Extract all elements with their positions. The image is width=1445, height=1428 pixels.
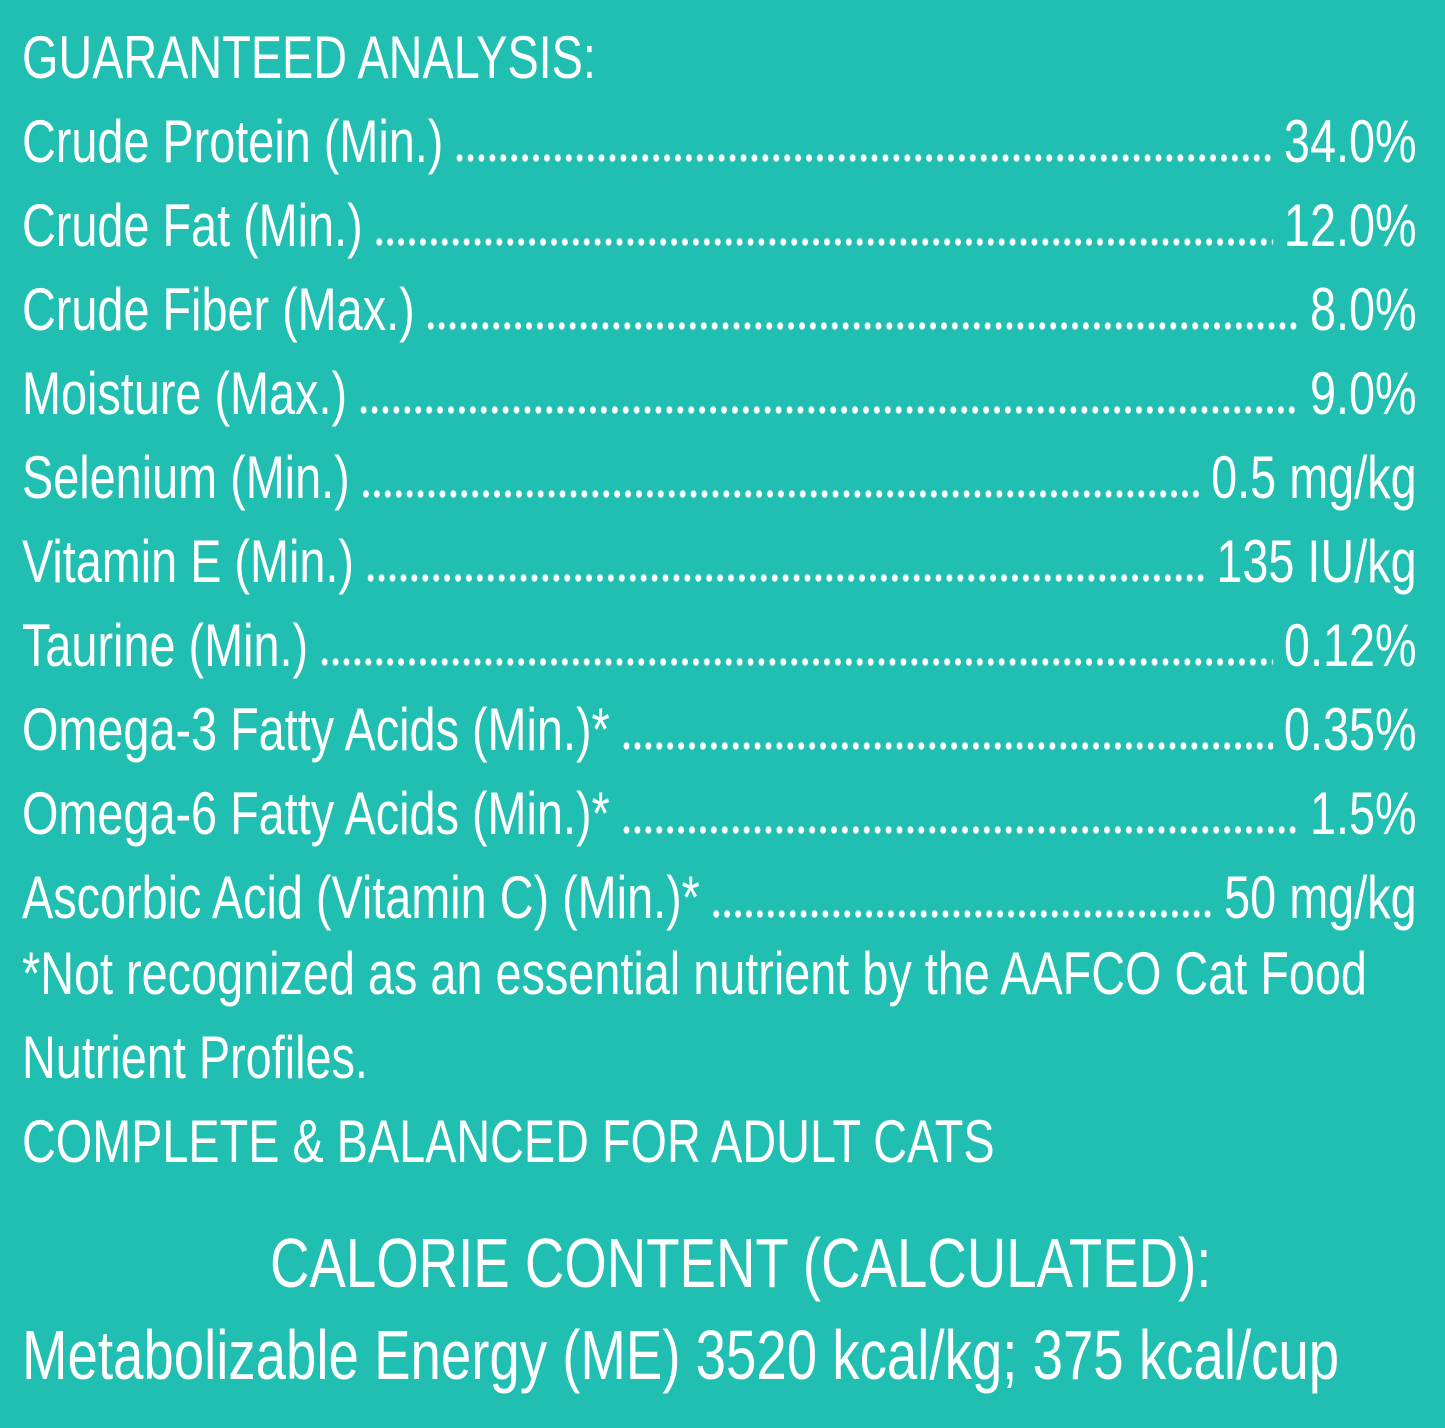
nutrient-label: Omega-3 Fatty Acids (Min.)*: [22, 696, 610, 763]
nutrient-value: 50 mg/kg: [1224, 864, 1417, 931]
nutrient-label: Vitamin E (Min.): [22, 528, 355, 595]
nutrient-value: 8.0%: [1309, 276, 1417, 343]
analysis-row: Crude Fat (Min.) 12.0%: [22, 184, 1417, 268]
nutrient-label: Crude Protein (Min.): [22, 108, 444, 175]
analysis-row: Taurine (Min.) 0.12%: [22, 604, 1417, 688]
nutrient-value: 1.5%: [1309, 780, 1417, 847]
nutrient-value: 0.12%: [1283, 612, 1417, 679]
dot-leader: [357, 406, 1300, 414]
statement: COMPLETE & BALANCED FOR ADULT CATS: [22, 1108, 995, 1175]
analysis-row: Vitamin E (Min.) 135 IU/kg: [22, 520, 1417, 604]
analysis-row: Omega-6 Fatty Acids (Min.)* 1.5%: [22, 772, 1417, 856]
nutrient-label: Crude Fiber (Max.): [22, 276, 415, 343]
nutrient-value: 34.0%: [1283, 108, 1417, 175]
dot-leader: [425, 322, 1300, 330]
nutrient-label: Crude Fat (Min.): [22, 192, 363, 259]
title: GUARANTEED ANALYSIS:: [22, 24, 596, 91]
nutrient-label: Selenium (Min.): [22, 444, 350, 511]
analysis-row: Crude Protein (Min.) 34.0%: [22, 100, 1417, 184]
nutrient-label: Omega-6 Fatty Acids (Min.)*: [22, 780, 610, 847]
nutrient-value: 0.5 mg/kg: [1211, 444, 1417, 511]
dot-leader: [454, 154, 1274, 162]
analysis-row: Selenium (Min.) 0.5 mg/kg: [22, 436, 1417, 520]
analysis-row: Ascorbic Acid (Vitamin C) (Min.)* 50 mg/k…: [22, 856, 1417, 940]
dot-leader: [364, 574, 1206, 582]
dot-leader: [373, 238, 1274, 246]
footnote: *Not recognized as an essential nutrient…: [22, 940, 1367, 1091]
calorie-title: CALORIE CONTENT (CALCULATED):: [270, 1224, 1212, 1302]
nutrient-label: Moisture (Max.): [22, 360, 348, 427]
dot-leader: [620, 826, 1300, 834]
dot-leader: [620, 742, 1274, 750]
nutrient-value: 135 IU/kg: [1216, 528, 1417, 595]
calorie-text: Metabolizable Energy (ME) 3520 kcal/kg; …: [22, 1316, 1340, 1394]
nutrient-label: Ascorbic Acid (Vitamin C) (Min.)*: [22, 864, 700, 931]
dot-leader: [319, 658, 1274, 666]
nutrient-value: 0.35%: [1283, 696, 1417, 763]
dot-leader: [710, 910, 1214, 918]
nutrient-value: 9.0%: [1309, 360, 1417, 427]
nutrient-value: 12.0%: [1283, 192, 1417, 259]
analysis-row: Crude Fiber (Max.) 8.0%: [22, 268, 1417, 352]
nutrient-label: Taurine (Min.): [22, 612, 309, 679]
analysis-row: Moisture (Max.) 9.0%: [22, 352, 1417, 436]
analysis-row: Omega-3 Fatty Acids (Min.)* 0.35%: [22, 688, 1417, 772]
dot-leader: [360, 490, 1201, 498]
